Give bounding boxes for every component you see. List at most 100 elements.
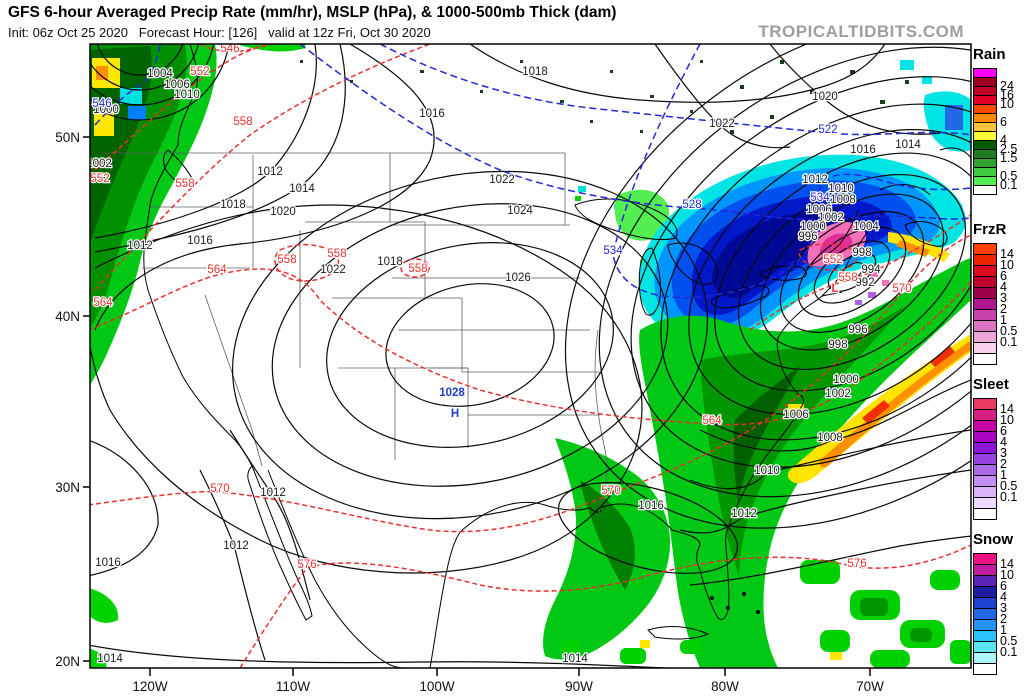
contour-label: 1002 (818, 212, 844, 224)
contour-label: 576 (297, 559, 316, 571)
contour-label: 1018 (220, 199, 246, 211)
contour-label: 1008 (817, 432, 843, 444)
contour-label: 558 (408, 263, 427, 275)
mslp-isobars-layer (90, 44, 971, 668)
contour-label: 570 (601, 485, 620, 497)
legend-value-label: 3 (1000, 291, 1007, 305)
contour-label: 528 (682, 199, 701, 211)
contour-label: 522 (818, 124, 837, 136)
legend-value-label: 1 (1000, 313, 1007, 327)
legend-cell (974, 454, 996, 465)
high-pressure-value: 1028 (439, 387, 465, 399)
lon-axis-label: 70W (856, 679, 884, 694)
legend-value-label: 14 (1000, 402, 1014, 416)
thickness-cold-layer (94, 44, 971, 299)
legend-value-label: 2.5 (1000, 142, 1018, 156)
contour-label: 1006 (783, 409, 809, 421)
lat-axis-label: 30N (55, 480, 80, 495)
contour-label: 1010 (828, 183, 854, 195)
site-watermark: TROPICALTIDBITS.COM (758, 22, 964, 41)
contour-label: 1014 (289, 183, 315, 195)
contour-label: 1012 (257, 166, 283, 178)
legend-cell (974, 664, 996, 674)
contour-label: 1018 (377, 256, 403, 268)
legend-value-label: 14 (1000, 557, 1014, 571)
contour-label: 552 (190, 66, 209, 78)
legend-value-label: 2 (1000, 457, 1007, 471)
contour-label: 552 (90, 173, 109, 185)
legend-cell (974, 598, 996, 609)
legend-cell (974, 354, 996, 364)
legend-sleet: Sleet 14 10 6 4 3 2 1 0.5 0.1 (973, 376, 1023, 520)
legend-value-label: 1.5 (1000, 151, 1018, 165)
legend-value-label: 6 (1000, 579, 1007, 593)
lon-axis-label: 90W (565, 679, 593, 694)
contour-label: 996 (848, 324, 867, 336)
contour-label: 534 (603, 245, 623, 257)
legend-cell (974, 642, 996, 653)
legend-value-label: 6 (1000, 424, 1007, 438)
legend-cell (974, 443, 996, 454)
contour-label: 1000 (800, 221, 826, 233)
legend-value-label: 0.5 (1000, 634, 1018, 648)
legend-cell (974, 310, 996, 321)
legend-cell (974, 620, 996, 631)
legend-cell (974, 159, 996, 168)
legend-cell (974, 609, 996, 620)
map-frame (89, 43, 972, 669)
contour-label: 558 (327, 248, 346, 260)
contour-label: 1006 (806, 204, 832, 216)
precip-shading-layer (90, 44, 971, 668)
axis-ticks (83, 136, 871, 676)
legend-value-label: 0.5 (1000, 169, 1018, 183)
contour-label: 570 (892, 283, 911, 295)
contour-label: 1012 (127, 240, 153, 252)
legend-rain: Rain 24 16 10 6 4 2.5 1.5 0.5 0.1 (973, 46, 1023, 195)
contour-label: 558 (175, 178, 194, 190)
contour-label: 1012 (260, 487, 286, 499)
legend-cell (974, 186, 996, 194)
legend-cell (974, 476, 996, 487)
contour-label: 1012 (223, 540, 249, 552)
contour-label: 546 (92, 98, 111, 110)
legend-cell (974, 653, 996, 664)
contour-label: 1016 (850, 144, 876, 156)
legend-cell (974, 141, 996, 150)
lat-axis-label: 40N (55, 309, 80, 324)
legend-cell (974, 69, 996, 78)
legend-cell (974, 321, 996, 332)
legend-value-label: 4 (1000, 280, 1007, 294)
low-pressure-marker: L (831, 283, 838, 295)
legend-title: Sleet (973, 376, 1009, 393)
contour-label: 1016 (187, 235, 213, 247)
legend-cell (974, 421, 996, 432)
legend-cell (974, 78, 996, 87)
legend-value-label: 0.5 (1000, 324, 1018, 338)
legend-value-label: 0.5 (1000, 479, 1018, 493)
legend-cell (974, 410, 996, 421)
legend-cell (974, 332, 996, 343)
lat-axis-label: 20N (55, 654, 80, 669)
legend-value-label: 4 (1000, 590, 1007, 604)
contour-label: 1002 (825, 388, 851, 400)
contour-label: 1014 (895, 139, 921, 151)
contour-label: 564 (702, 415, 722, 427)
legend-cell (974, 177, 996, 186)
legend-title: Snow (973, 531, 1013, 548)
page-title: GFS 6-hour Averaged Precip Rate (mm/hr),… (8, 4, 617, 21)
contour-label: 994 (861, 264, 881, 276)
legend-colorbar (973, 68, 997, 195)
contour-label: 1020 (812, 91, 838, 103)
contour-label: 570 (210, 483, 229, 495)
legend-cell (974, 132, 996, 141)
contour-label: 1004 (147, 68, 173, 80)
contour-label: 1004 (853, 221, 879, 233)
lon-axis-label: 100W (419, 679, 455, 694)
legend-value-label: 10 (1000, 568, 1014, 582)
legend-cell (974, 631, 996, 642)
legend-cell (974, 487, 996, 498)
legend-value-label: 10 (1000, 413, 1014, 427)
contour-label: 996 (798, 231, 817, 243)
